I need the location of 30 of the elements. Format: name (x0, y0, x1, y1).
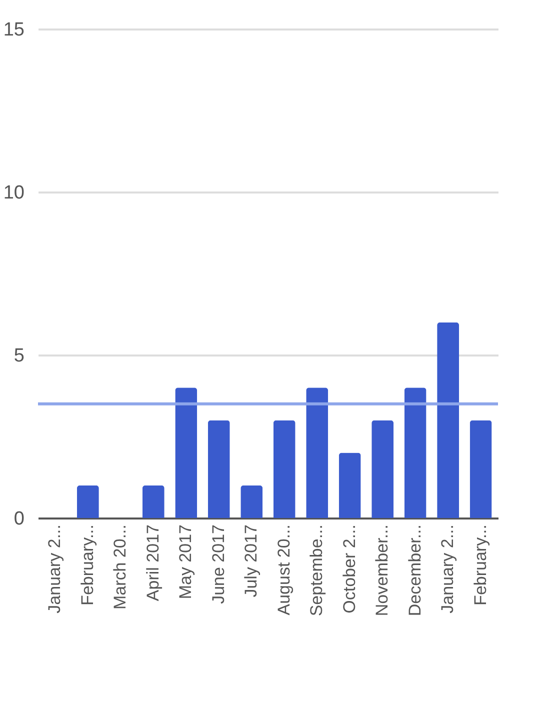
x-tick-label: March 20... (110, 524, 130, 610)
bar (404, 388, 426, 518)
bar (76, 485, 99, 518)
bar (208, 420, 230, 518)
x-tick-label: February... (78, 524, 97, 606)
x-tick-label: February... (470, 524, 490, 606)
x-tick-label: May 2017 (176, 524, 196, 600)
x-tick-label: January 2... (45, 524, 64, 614)
x-tick-label: July 2017 (242, 524, 261, 598)
y-tick-label: 15 (3, 20, 24, 40)
bar (142, 485, 164, 518)
bar (240, 485, 263, 518)
x-tick-label: April 2017 (143, 524, 162, 602)
y-tick-label: 5 (14, 346, 24, 366)
x-tick-label: January 2... (438, 524, 458, 614)
bar (437, 322, 460, 518)
x-tick-label: December... (405, 524, 424, 616)
x-tick-label: November... (372, 524, 392, 616)
x-tick-label: October 2... (340, 524, 359, 614)
bar (273, 420, 296, 518)
x-tick-label: Septembe... (307, 524, 326, 616)
bar (470, 420, 492, 518)
bar (175, 388, 198, 518)
bar (306, 388, 328, 518)
y-tick-label: 0 (14, 508, 24, 530)
x-tick-label: June 2017 (208, 524, 228, 604)
bar (338, 452, 361, 518)
bar (372, 420, 394, 518)
y-tick-label: 10 (3, 182, 24, 204)
x-tick-label: August 20... (274, 524, 294, 616)
